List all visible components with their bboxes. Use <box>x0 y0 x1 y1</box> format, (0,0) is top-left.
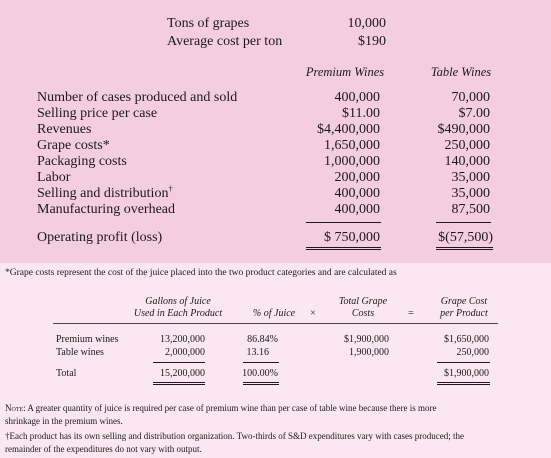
total-grape-header-2: Costs <box>351 308 375 319</box>
gallons-double-rule-1 <box>153 382 205 383</box>
sub-row-pct-table: 13.16 <box>246 347 270 358</box>
cost-double-rule-1 <box>437 382 490 383</box>
row-premium-grape: 1,650,000 <box>324 138 380 153</box>
sub-row-label-total: Total <box>56 368 77 379</box>
tons-value: 10,000 <box>347 16 387 31</box>
row-table-labor: 35,000 <box>451 170 491 185</box>
row-label-price: Selling price per case <box>37 106 158 121</box>
sub-row-gallons-premium: 13,200,000 <box>160 334 205 345</box>
grape-cost-header-2: per Product <box>440 308 488 319</box>
premium-header: Premium Wines <box>305 65 385 79</box>
dagger-mark: † <box>168 184 173 194</box>
row-table-packaging: 140,000 <box>444 154 491 169</box>
tons-label: Tons of grapes <box>167 16 250 31</box>
row-premium-packaging: 1,000,000 <box>324 154 380 169</box>
premium-double-rule-2 <box>306 249 381 250</box>
row-premium-selling: 400,000 <box>334 186 381 201</box>
grape-cost-header-1: Grape Cost <box>440 296 488 307</box>
row-table-cases: 70,000 <box>451 90 491 105</box>
subtable-header-rule <box>53 323 498 324</box>
row-table-selling: 35,000 <box>451 186 491 201</box>
row-premium-price: $11.00 <box>342 106 380 121</box>
row-label-grape: Grape costs* <box>37 138 110 153</box>
sub-row-gallons-table: 2,000,000 <box>165 347 205 358</box>
premium-double-rule-1 <box>306 247 381 248</box>
row-label-revenues: Revenues <box>37 122 92 137</box>
table-header: Table Wines <box>430 65 492 79</box>
sub-row-label-premium: Premium wines <box>56 334 119 345</box>
sub-row-cost-total: $1,900,000 <box>444 368 489 379</box>
table-double-rule-1 <box>436 247 493 248</box>
row-premium-revenues: $4,400,000 <box>317 122 380 137</box>
gallons-header-2: Used in Each Product <box>133 308 223 319</box>
grape-cost-footnote: *Grape costs represent the cost of the j… <box>5 268 397 278</box>
operating-profit-table: $(57,500) <box>438 230 493 245</box>
sub-row-gallons-total: 15,200,000 <box>160 368 205 379</box>
operating-profit-premium: $ 750,000 <box>324 230 380 245</box>
row-label-overhead: Manufacturing overhead <box>37 202 175 217</box>
sub-row-pct-premium: 86.84% <box>247 334 278 345</box>
note-label: Note: <box>5 403 26 413</box>
row-premium-labor: 200,000 <box>334 170 381 185</box>
pct-total-rule <box>243 362 279 363</box>
gallons-double-rule-2 <box>153 384 205 385</box>
premium-subtotal-rule <box>306 222 381 223</box>
cost-total-rule <box>437 362 490 363</box>
row-premium-overhead: 400,000 <box>334 202 381 217</box>
row-table-revenues: $490,000 <box>437 122 491 137</box>
main-table-panel <box>0 0 551 263</box>
operating-profit-label: Operating profit (loss) <box>37 230 163 245</box>
row-premium-cases: 400,000 <box>334 90 381 105</box>
pct-juice-header: % of Juice <box>252 308 296 319</box>
pct-double-rule-2 <box>243 384 279 385</box>
note-line-1: Note: A greater quantity of juice is req… <box>5 403 437 413</box>
dagger-note-line-2: remainder of the expenditures do not var… <box>5 444 202 454</box>
pct-double-rule-1 <box>243 382 279 383</box>
row-label-cases: Number of cases produced and sold <box>37 90 238 105</box>
avg-cost-label: Average cost per ton <box>167 34 283 49</box>
equals-sign: = <box>408 308 414 319</box>
sub-row-label-table: Table wines <box>56 347 104 358</box>
gallons-total-rule <box>153 362 205 363</box>
sub-row-total-table: 1,900,000 <box>349 347 389 358</box>
dagger-note-line-1: †Each product has its own selling and di… <box>5 431 464 441</box>
row-label-labor: Labor <box>37 170 71 185</box>
gallons-header-1: Gallons of Juice <box>145 296 211 307</box>
sub-row-cost-table: 250,000 <box>456 347 490 358</box>
avg-cost-value: $190 <box>358 34 386 49</box>
row-table-overhead: 87,500 <box>451 202 491 217</box>
sub-row-pct-total: 100.00% <box>242 368 278 379</box>
table-subtotal-rule <box>436 222 491 223</box>
sub-row-total-premium: $1,900,000 <box>344 334 389 345</box>
table-double-rule-2 <box>436 249 493 250</box>
row-label-selling: Selling and distribution† <box>37 184 173 201</box>
row-table-price: $7.00 <box>458 106 491 121</box>
times-sign: × <box>310 308 316 319</box>
row-table-grape: 250,000 <box>444 138 491 153</box>
sub-row-cost-premium: $1,650,000 <box>444 334 489 345</box>
footnote-panel <box>0 263 551 458</box>
row-label-packaging: Packaging costs <box>37 154 127 169</box>
note-line-2: shrinkage in the premium wines. <box>5 416 123 426</box>
total-grape-header-1: Total Grape <box>338 296 388 307</box>
cost-double-rule-2 <box>437 384 490 385</box>
